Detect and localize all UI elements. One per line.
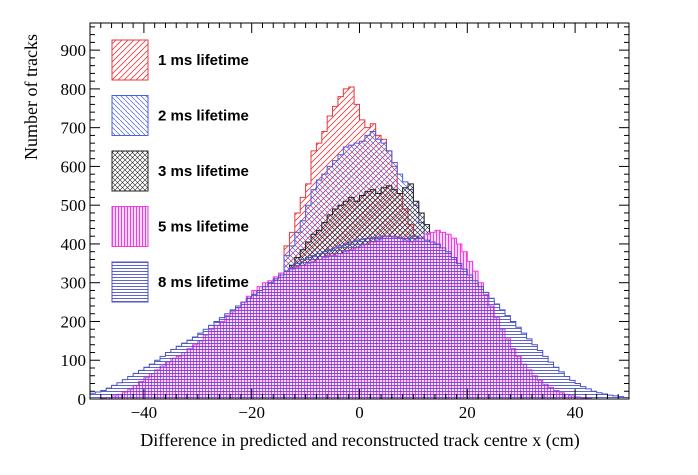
legend-label: 3 ms lifetime: [158, 163, 249, 180]
legend-label: 1 ms lifetime: [158, 52, 249, 69]
y-axis-title: Number of tracks: [21, 34, 41, 160]
y-tick-label: 800: [61, 80, 87, 99]
legend-swatch-5-ms-lifetime: [111, 206, 149, 247]
legend: 1 ms lifetime 2 ms lifetime 3 ms lifetime 5…: [111, 39, 249, 303]
y-tick-label: 600: [61, 157, 87, 176]
legend-label: 8 ms lifetime: [158, 274, 249, 291]
x-tick-label: 40: [567, 403, 584, 422]
x-tick-label: 0: [355, 403, 364, 422]
legend-swatch-1-ms-lifetime: [111, 39, 149, 81]
legend-item: 8 ms lifetime: [111, 261, 249, 303]
legend-label: 5 ms lifetime: [158, 219, 249, 236]
legend-item: 3 ms lifetime: [111, 150, 249, 192]
y-tick-label: 300: [61, 274, 87, 293]
y-tick-label: 500: [61, 196, 87, 215]
legend-item: 1 ms lifetime: [111, 39, 249, 81]
y-tick-label: 0: [78, 390, 87, 409]
x-axis-title: Difference in predicted and reconstructe…: [140, 430, 579, 451]
legend-swatch-2-ms-lifetime: [111, 95, 149, 136]
histogram-8-ms-lifetime: [89, 235, 630, 400]
x-tick-label: −40: [131, 403, 158, 422]
y-tick-label: 200: [61, 312, 87, 331]
legend-swatch-3-ms-lifetime: [111, 150, 149, 192]
legend-label: 2 ms lifetime: [158, 108, 249, 125]
y-tick-label: 100: [61, 351, 87, 370]
legend-swatch-8-ms-lifetime: [111, 261, 149, 303]
y-tick-label: 900: [61, 41, 87, 60]
plot-area: [89, 86, 630, 400]
y-tick-label: 400: [61, 235, 87, 254]
legend-item: 2 ms lifetime: [111, 95, 249, 136]
x-tick-label: −20: [238, 403, 265, 422]
legend-item: 5 ms lifetime: [111, 206, 249, 247]
x-tick-label: 20: [459, 403, 476, 422]
y-tick-label: 700: [61, 119, 87, 138]
